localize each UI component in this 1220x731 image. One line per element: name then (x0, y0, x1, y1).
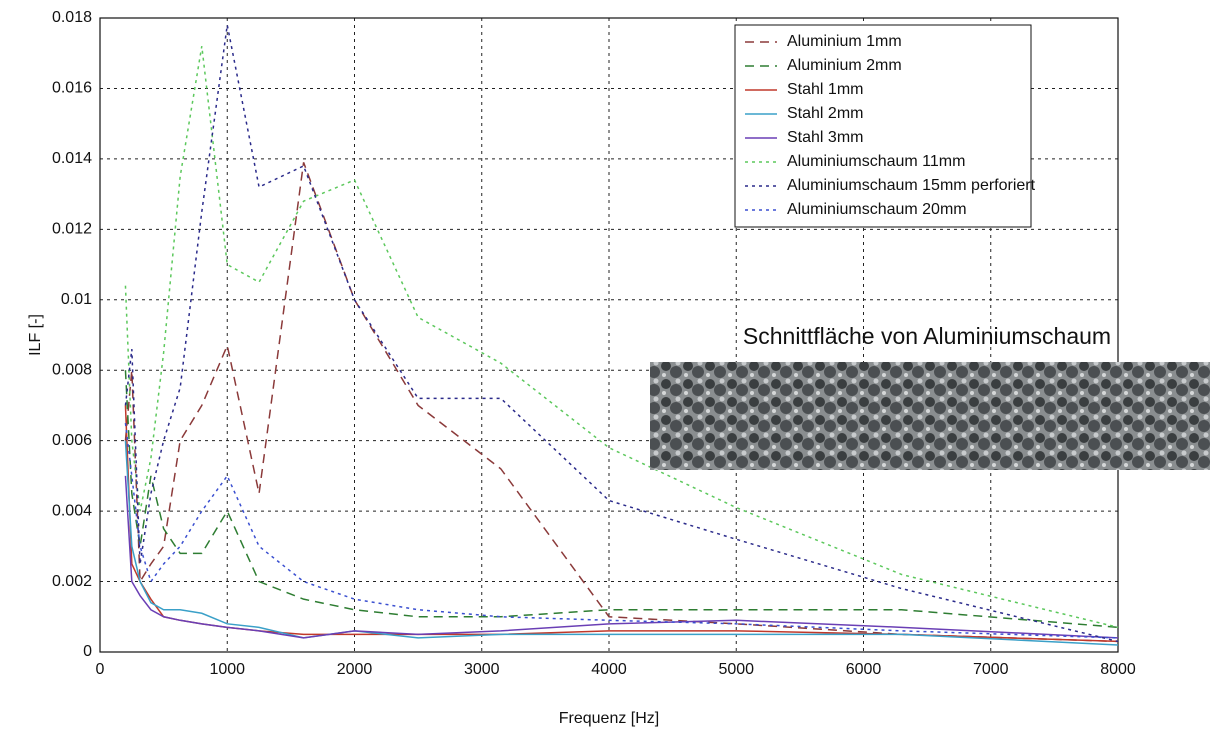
x-tick-label: 6000 (846, 661, 882, 678)
legend-label: Aluminium 2mm (787, 57, 902, 74)
annotation: Schnittfläche von Aluminiumschaum (743, 323, 1111, 349)
x-tick-label: 1000 (209, 661, 245, 678)
y-tick-label: 0.01 (61, 291, 92, 308)
series-line (125, 441, 1118, 645)
legend-label: Aluminiumschaum 11mm (787, 153, 965, 170)
x-axis-label: Frequenz [Hz] (559, 710, 659, 727)
x-tick-label: 4000 (591, 661, 627, 678)
y-axis-label: ILF [-] (27, 314, 44, 356)
y-tick-label: 0.008 (52, 361, 92, 378)
x-tick-label: 3000 (464, 661, 500, 678)
legend-label: Stahl 2mm (787, 105, 863, 122)
y-tick-label: 0.012 (52, 221, 92, 238)
legend-label: Aluminium 1mm (787, 33, 902, 50)
legend-label: Stahl 3mm (787, 129, 863, 146)
legend-label: Aluminiumschaum 20mm (787, 201, 967, 218)
y-tick-label: 0.018 (52, 9, 92, 26)
legend-label: Stahl 1mm (787, 81, 863, 98)
x-tick-label: 8000 (1100, 661, 1136, 678)
y-tick-label: 0.014 (52, 150, 92, 167)
x-tick-label: 7000 (973, 661, 1009, 678)
x-tick-label: 2000 (337, 661, 373, 678)
y-tick-label: 0.006 (52, 432, 92, 449)
legend-box (735, 25, 1031, 227)
y-tick-label: 0 (83, 643, 92, 660)
y-tick-label: 0.004 (52, 502, 92, 519)
chart: Frequenz [Hz] ILF [-] 0 1000 2000 3000 4000 5… (0, 0, 1220, 731)
y-tick-label: 0.016 (52, 80, 92, 97)
y-tick-label: 0.002 (52, 573, 92, 590)
legend-label: Aluminiumschaum 15mm perforiert (787, 177, 1036, 194)
foam-photo (650, 362, 1210, 470)
series-line (125, 476, 1118, 638)
x-tick-label: 0 (96, 661, 105, 678)
x-tick-label: 5000 (718, 661, 754, 678)
